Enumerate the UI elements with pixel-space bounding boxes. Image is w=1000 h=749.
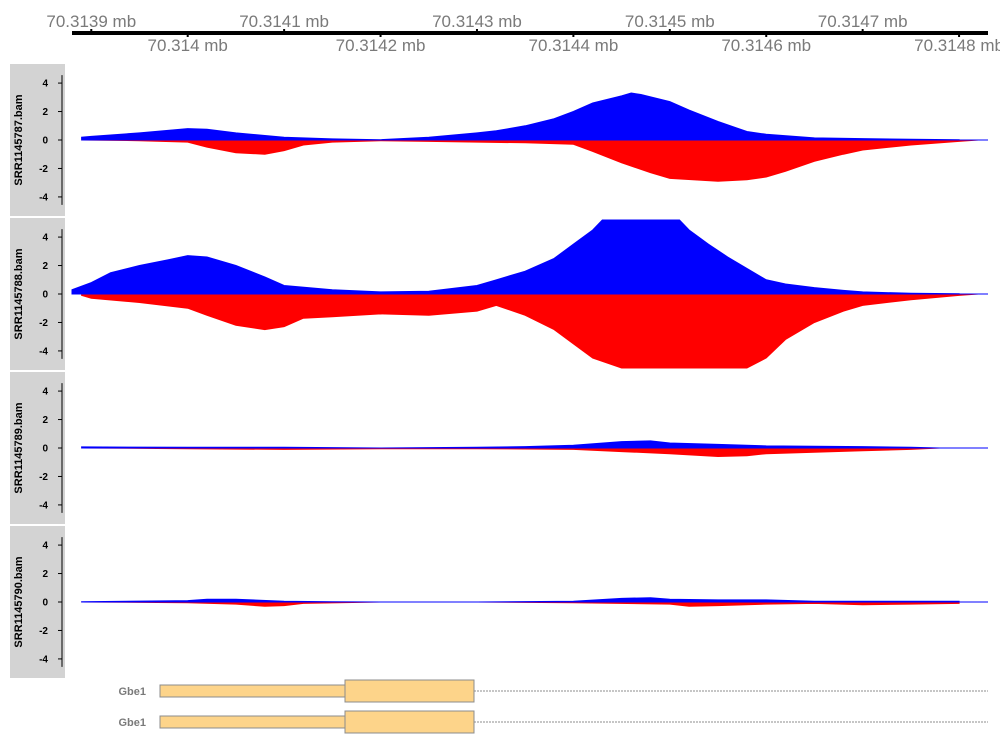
gene-utr [159, 715, 346, 729]
y-tick-label: -4 [39, 500, 48, 511]
axis-tick-label: 70.3142 mb [336, 36, 426, 55]
y-tick-label: 2 [42, 261, 48, 272]
y-tick-label: 2 [42, 569, 48, 580]
y-tick-label: 4 [42, 233, 48, 244]
reverse-strand-area [81, 447, 940, 458]
axis-tick-label: 70.3145 mb [625, 12, 715, 31]
forward-strand-area [71, 219, 960, 295]
axis-tick-label: 70.3144 mb [528, 36, 618, 55]
forward-strand-area [81, 92, 960, 141]
y-tick-label: 0 [42, 290, 48, 301]
axis-tick-label: 70.3146 mb [721, 36, 811, 55]
track-title: SRR1145789.bam [13, 402, 25, 493]
y-tick-label: -4 [39, 654, 48, 665]
track-title: SRR1145788.bam [13, 248, 25, 339]
reverse-strand-area [81, 139, 979, 182]
track-title-panel [10, 218, 65, 370]
y-tick-label: -4 [39, 346, 48, 357]
y-tick-label: 0 [42, 136, 48, 147]
track-title-panel [10, 64, 65, 216]
axis-tick-label: 70.3143 mb [432, 12, 522, 31]
track-title: SRR1145790.bam [13, 556, 25, 647]
y-tick-label: -2 [39, 164, 48, 175]
gene-label: Gbe1 [118, 686, 146, 698]
reverse-strand-area [81, 601, 960, 607]
gene-model: Gbe1 [118, 679, 988, 703]
y-tick-label: 2 [42, 415, 48, 426]
y-tick-label: 4 [42, 387, 48, 398]
axis-tick-label: 70.3139 mb [46, 12, 136, 31]
axis-tick-label: 70.3148 mb [914, 36, 1000, 55]
track-title-panel [10, 526, 65, 678]
track-title: SRR1145787.bam [13, 94, 25, 185]
forward-strand-area [81, 597, 960, 603]
coverage-tracks: SRR1145787.bam 4 2 0 -2 -4 SRR1145788.bam 4 2 0 -2… [10, 64, 988, 678]
gene-exon [344, 679, 475, 703]
axis-tick-label: 70.3141 mb [239, 12, 329, 31]
coverage-track: SRR1145790.bam 4 2 0 -2 -4 [10, 526, 988, 678]
y-tick-label: -4 [39, 192, 48, 203]
forward-strand-area [81, 440, 940, 449]
y-tick-label: -2 [39, 318, 48, 329]
y-tick-label: 4 [42, 79, 48, 90]
reverse-strand-area [81, 293, 979, 369]
gene-utr [159, 684, 346, 698]
gene-exon [344, 710, 475, 734]
axis-tick-label: 70.314 mb [148, 36, 228, 55]
coverage-track: SRR1145788.bam 4 2 0 -2 -4 [10, 218, 988, 370]
y-tick-label: -2 [39, 472, 48, 483]
coverage-track: SRR1145789.bam 4 2 0 -2 -4 [10, 372, 988, 524]
track-title-panel [10, 372, 65, 524]
y-tick-label: -2 [39, 626, 48, 637]
coverage-track: SRR1145787.bam 4 2 0 -2 -4 [10, 64, 988, 216]
gene-models: Gbe1 Gbe1 [118, 679, 988, 734]
y-tick-label: 2 [42, 107, 48, 118]
gene-label: Gbe1 [118, 717, 146, 729]
y-tick-label: 0 [42, 444, 48, 455]
genome-axis: 70.3139 mb 70.314 mb 70.3141 mb 70.3142 mb 7… [46, 12, 1000, 55]
gene-model: Gbe1 [118, 710, 988, 734]
y-tick-label: 0 [42, 598, 48, 609]
y-tick-label: 4 [42, 541, 48, 552]
axis-tick-label: 70.3147 mb [818, 12, 908, 31]
